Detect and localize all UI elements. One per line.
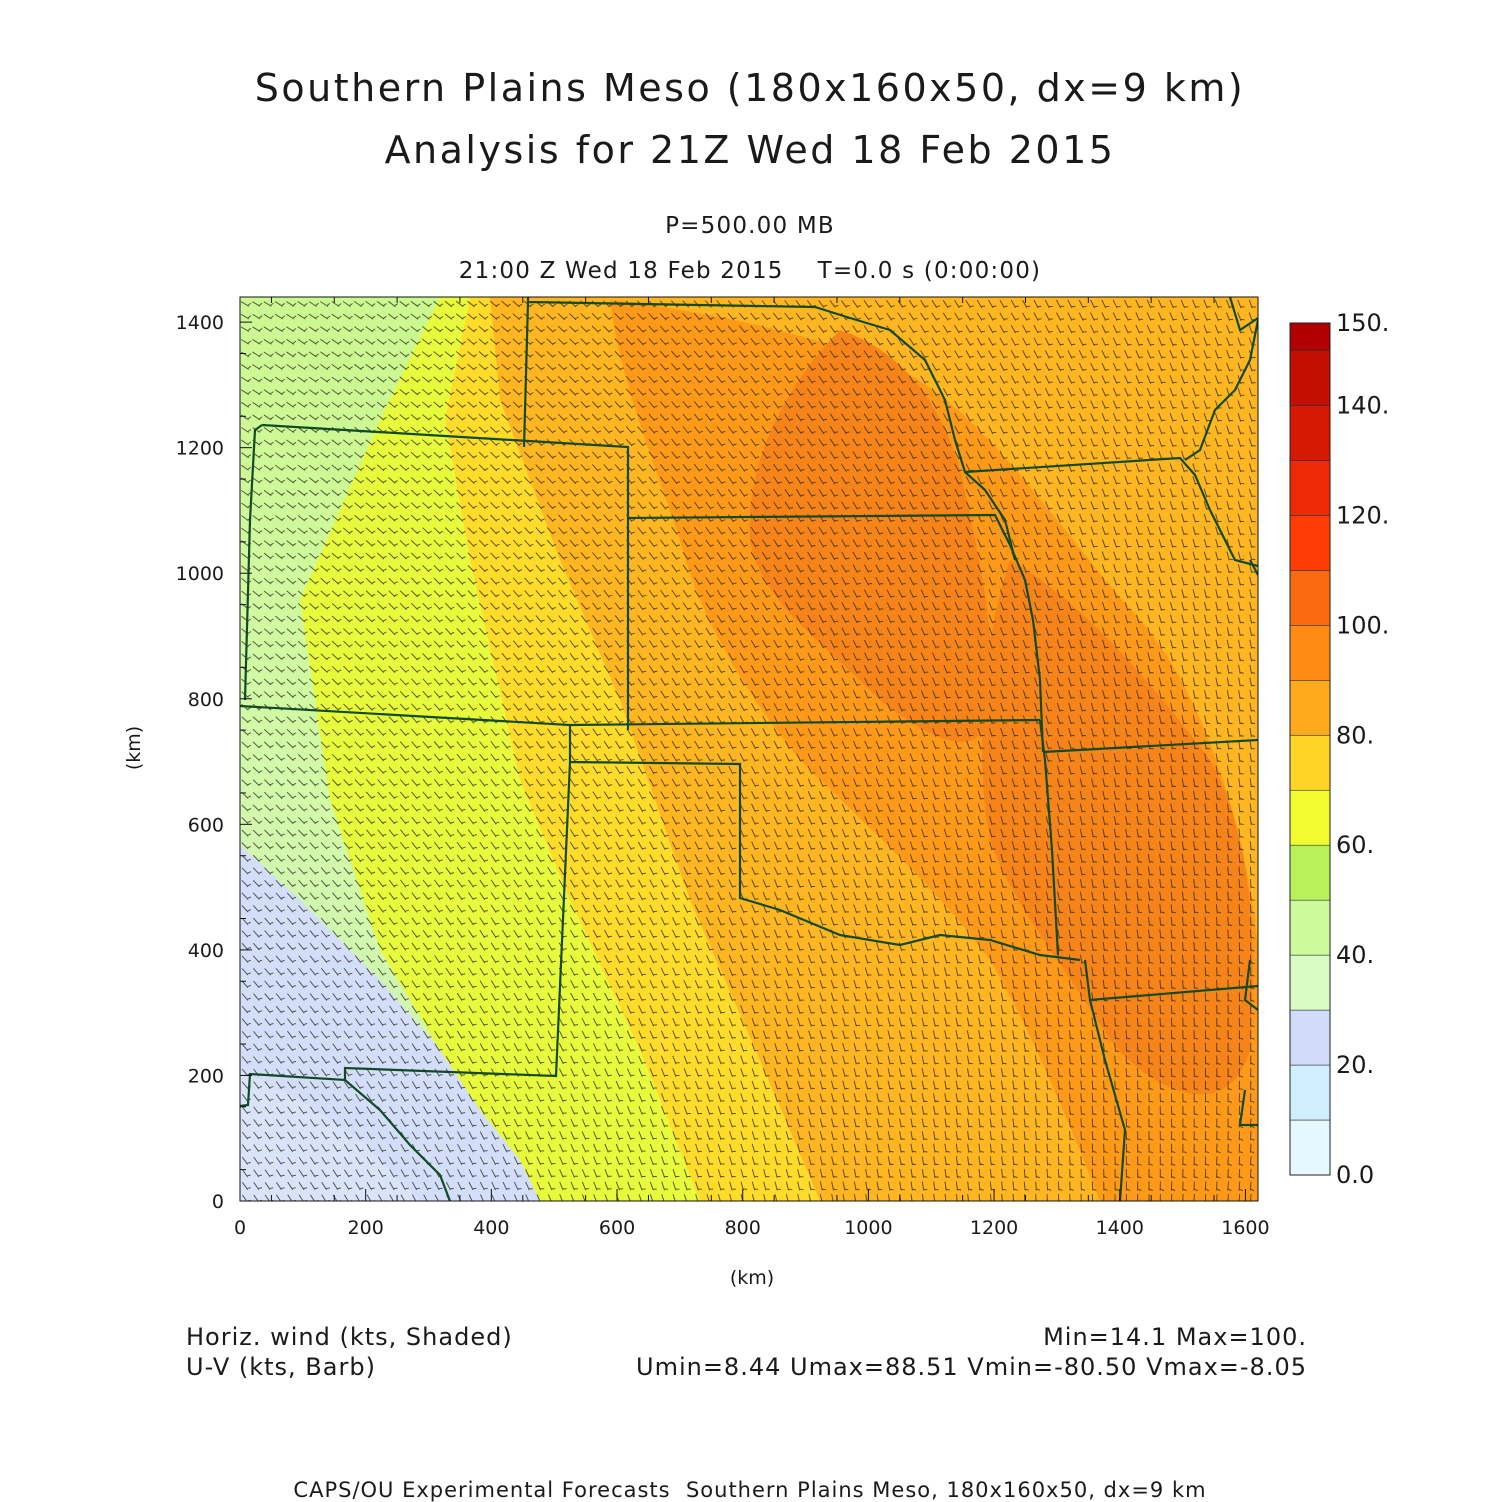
colorbar-swatch: [1289, 734, 1331, 791]
colorbar-label: 100.: [1336, 611, 1389, 639]
colorbar-label: 140.: [1336, 391, 1389, 419]
legend-barb-field: U-V (kts, Barb): [186, 1353, 376, 1381]
colorbar-swatch: [1289, 460, 1331, 516]
x-tick-label: 0: [234, 1217, 246, 1239]
y-tick-label: 200: [188, 1065, 224, 1087]
colorbar-label: 20.: [1336, 1051, 1374, 1079]
x-axis-label: (km): [730, 1267, 774, 1289]
legend-min-max: Min=14.1 Max=100.: [1043, 1323, 1307, 1351]
y-axis-label: (km): [123, 726, 145, 770]
x-tick-label: 1400: [1096, 1217, 1144, 1239]
y-tick-label: 1200: [176, 438, 224, 460]
y-tick-label: 0: [212, 1191, 224, 1213]
legend-uv-extremes: Umin=8.44 Umax=88.51 Vmin=-80.50 Vmax=-8…: [636, 1353, 1307, 1381]
colorbar-swatch: [1289, 844, 1331, 901]
colorbar-swatch: [1289, 625, 1331, 681]
x-tick-label: 800: [725, 1217, 761, 1239]
y-tick-label: 400: [188, 940, 224, 962]
colorbar-label: 40.: [1336, 941, 1374, 969]
colorbar-swatch: [1289, 405, 1331, 461]
colorbar-swatch: [1289, 350, 1331, 406]
x-tick-label: 1200: [970, 1217, 1018, 1239]
colorbar: 0.0 20. 40. 60. 80. 100. 120. 140. 150.: [1289, 309, 1389, 1189]
colorbar-swatch: [1289, 1119, 1331, 1176]
x-tick-label: 1600: [1221, 1217, 1269, 1239]
title-line-2: Analysis for 21Z Wed 18 Feb 2015: [384, 128, 1116, 172]
colorbar-swatch: [1289, 515, 1331, 571]
colorbar-swatch: [1289, 1009, 1331, 1066]
state-boundaries: [240, 297, 1258, 1201]
pressure-level: P=500.00 MB: [665, 213, 835, 239]
colorbar-swatch: [1289, 954, 1331, 1011]
y-axis: 0 200 400 600 800 1000 1200 1400: [176, 312, 252, 1213]
x-tick-label: 400: [473, 1217, 509, 1239]
y-tick-label: 800: [188, 689, 224, 711]
plot-frame: [239, 296, 1259, 1202]
wind-speed-shading: [240, 297, 1258, 1201]
colorbar-swatch: [1289, 789, 1331, 846]
colorbar-swatch: [1289, 899, 1331, 956]
colorbar-label: 150.: [1336, 309, 1389, 337]
x-tick-label: 200: [348, 1217, 384, 1239]
colorbar-label: 60.: [1336, 831, 1374, 859]
colorbar-swatch: [1289, 1064, 1331, 1121]
y-tick-label: 600: [188, 814, 224, 836]
y-tick-label: 1000: [176, 563, 224, 585]
valid-time: 21:00 Z Wed 18 Feb 2015 T=0.0 s (0:00:00…: [458, 258, 1042, 284]
footer-credit: CAPS/OU Experimental Forecasts Southern …: [293, 1478, 1207, 1502]
x-tick-label: 600: [599, 1217, 635, 1239]
y-tick-label: 1400: [176, 312, 224, 334]
x-axis: 0 200 400 600 800 1000 1200 1400 1600: [234, 297, 1270, 1239]
colorbar-label: 0.0: [1336, 1161, 1374, 1189]
colorbar-swatch: [1289, 570, 1331, 626]
x-tick-label: 1000: [844, 1217, 892, 1239]
colorbar-label: 120.: [1336, 501, 1389, 529]
colorbar-label: 80.: [1336, 721, 1374, 749]
colorbar-swatch: [1289, 679, 1331, 736]
colorbar-swatch: [1289, 322, 1331, 351]
title-line-1: Southern Plains Meso (180x160x50, dx=9 k…: [254, 66, 1246, 110]
legend-shaded-field: Horiz. wind (kts, Shaded): [186, 1323, 513, 1351]
colorbar-frame: [1289, 322, 1331, 1176]
